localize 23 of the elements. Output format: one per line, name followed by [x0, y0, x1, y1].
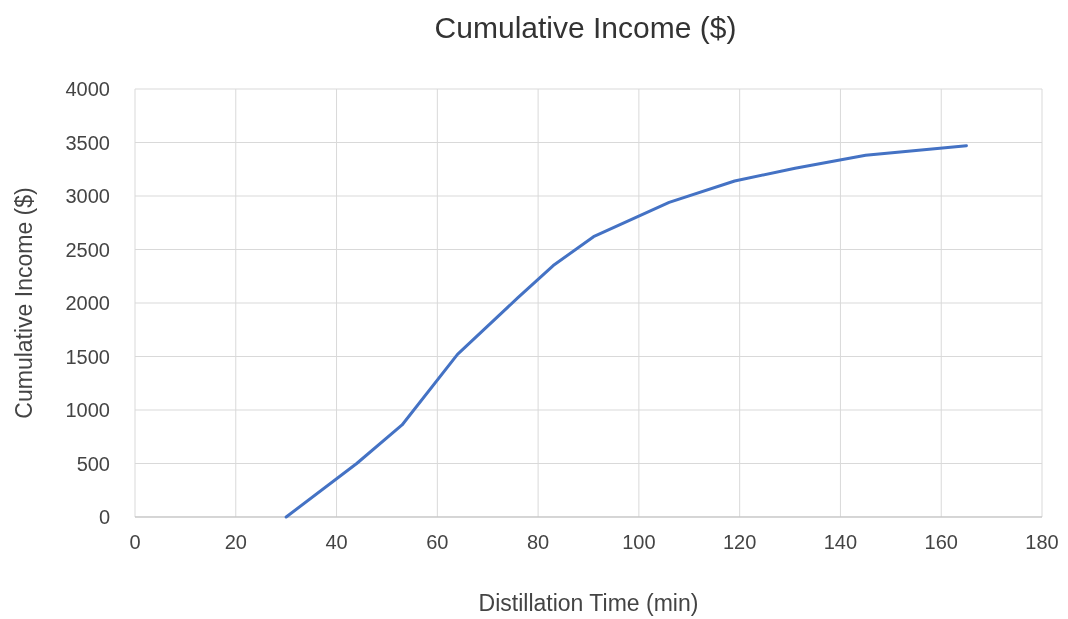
x-tick-label: 120: [722, 531, 757, 553]
y-tick-label: 2500: [65, 238, 110, 261]
x-tick-label: 60: [426, 531, 449, 553]
x-tick-label: 180: [1025, 531, 1059, 553]
x-tick-label: 140: [823, 531, 858, 553]
y-tick-label: 3000: [65, 185, 110, 207]
y-axis-title: Cumulative Income ($): [11, 187, 37, 419]
y-tick-label: 0: [98, 506, 110, 528]
chart-title: Cumulative Income ($): [434, 11, 737, 44]
x-tick-label: 100: [622, 531, 656, 553]
line-series: [284, 144, 968, 519]
x-tick-label: 20: [224, 531, 247, 553]
x-tick-label: 160: [924, 531, 958, 553]
y-tick-label: 500: [76, 452, 110, 475]
x-tick-label: 80: [526, 531, 550, 553]
y-tick-label: 3500: [65, 131, 110, 154]
y-tick-label: 1000: [65, 399, 110, 421]
x-tick-label: 0: [129, 531, 141, 553]
y-tick-label: 4000: [65, 78, 110, 100]
x-axis-title: Distillation Time (min): [478, 590, 699, 616]
x-tick-label: 40: [325, 531, 348, 553]
y-tick-label: 2000: [65, 292, 110, 314]
y-tick-label: 1500: [65, 345, 110, 368]
